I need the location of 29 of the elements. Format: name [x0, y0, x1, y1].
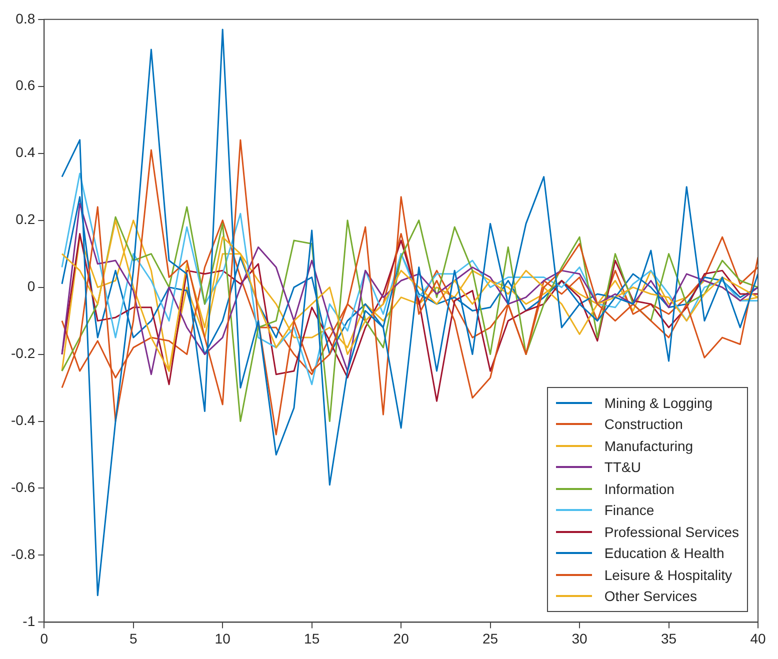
legend-label: Education & Health	[604, 545, 724, 562]
y-tick-label: 0	[27, 278, 36, 294]
x-tick-label: 0	[40, 630, 48, 646]
y-tick-label: -0.8	[11, 546, 36, 562]
x-tick-label: 5	[129, 630, 138, 646]
legend-label: Information	[604, 480, 674, 497]
legend-label: Mining & Logging	[604, 394, 713, 411]
y-tick-label: 0.6	[16, 77, 36, 94]
y-tick-label: -0.6	[11, 479, 36, 496]
x-tick-label: 15	[304, 630, 320, 646]
y-tick-label: 0.8	[16, 10, 36, 26]
y-tick-label: -0.4	[11, 412, 36, 428]
x-tick-label: 20	[393, 630, 410, 646]
x-tick-label: 35	[660, 630, 677, 646]
y-tick-label: -1	[22, 613, 36, 630]
legend-label: Manufacturing	[604, 438, 694, 454]
x-tick-label: 10	[214, 630, 231, 646]
legend-label: Finance	[604, 502, 654, 518]
y-tick-label: 0.4	[16, 144, 36, 160]
x-tick-label: 40	[750, 630, 766, 646]
y-tick-label: 0.2	[16, 211, 36, 228]
y-tick-label: -0.2	[11, 345, 36, 362]
x-tick-label: 30	[572, 630, 588, 646]
legend-label: Leisure & Hospitality	[604, 566, 732, 583]
legend-label: Professional Services	[604, 524, 739, 540]
x-tick-label: 25	[482, 630, 498, 646]
legend-label: Other Services	[604, 588, 697, 604]
legend-label: Construction	[604, 416, 683, 432]
legend-label: TT&U	[604, 459, 641, 476]
